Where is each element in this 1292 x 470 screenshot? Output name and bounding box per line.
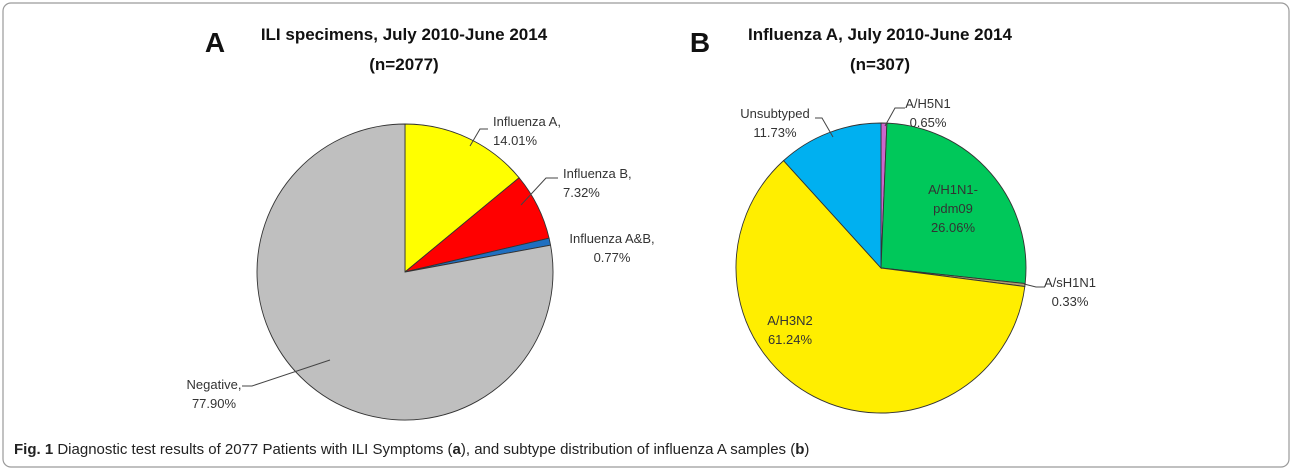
- pie-slice: [256, 123, 554, 421]
- slice-value: 7.32%: [563, 185, 600, 200]
- caption: Fig. 1 Diagnostic test results of 2077 P…: [14, 441, 809, 458]
- slice-category: A/H3N2: [767, 313, 813, 328]
- caption-text: ): [804, 441, 810, 458]
- slice-value: 14.01%: [493, 133, 538, 148]
- slice-label: Unsubtyped 11.73%: [735, 104, 815, 142]
- panel-letter: A: [205, 27, 225, 58]
- slice-value: 61.24%: [767, 332, 813, 347]
- slice-label: Influenza B, 7.32%: [563, 164, 663, 202]
- caption-text: b: [795, 441, 805, 458]
- slice-category: Influenza B,: [563, 166, 632, 181]
- caption-text: ), and subtype distribution of influenza…: [460, 441, 796, 458]
- leader-line: [520, 177, 558, 206]
- leader-line: [469, 128, 488, 147]
- slice-category: Negative,: [186, 377, 242, 392]
- slice-value: 0.77%: [593, 250, 631, 265]
- panel-letter: B: [690, 27, 710, 58]
- chart-title: (n=307): [850, 55, 910, 74]
- slice-category: A/sH1N1: [1043, 275, 1097, 290]
- slice-label: A/H3N2 61.24%: [750, 311, 830, 349]
- slice-value: 77.90%: [191, 396, 237, 411]
- leader-line: [884, 107, 905, 127]
- leader-line: [1023, 283, 1045, 288]
- slice-category: Influenza A,: [493, 114, 561, 129]
- pie-slice: [782, 122, 882, 270]
- slice-label: A/H5N1 0.65%: [888, 94, 968, 132]
- slice-label: Influenza A, 14.01%: [493, 112, 593, 150]
- slice-category: Unsubtyped: [740, 106, 810, 121]
- pie-slice: [735, 159, 1026, 414]
- chart-title: (n=2077): [369, 55, 438, 74]
- slice-value: 26.06%: [930, 220, 976, 235]
- slice-value: 0.65%: [909, 115, 947, 130]
- pie-slice: [404, 123, 520, 273]
- pie-slice: [880, 122, 1027, 285]
- chart-title: ILI specimens, July 2010-June 2014: [261, 25, 548, 44]
- slice-category: Influenza A&B,: [569, 231, 655, 246]
- slice-value: 0.33%: [1051, 294, 1089, 309]
- slice-label: A/sH1N1 0.33%: [1030, 273, 1110, 311]
- caption-text: Diagnostic test results of 2077 Patients…: [53, 441, 453, 458]
- leader-line: [242, 359, 331, 387]
- slice-value: 11.73%: [753, 125, 797, 140]
- leader-line: [815, 117, 834, 138]
- slice-label: Influenza A&B, 0.77%: [566, 229, 658, 267]
- slice-label: A/H1N1-pdm09 26.06%: [923, 180, 983, 237]
- caption-text: a: [452, 441, 461, 458]
- slice-category: A/H5N1: [905, 96, 951, 111]
- slice-category: A/H1N1-pdm09: [928, 182, 978, 216]
- chart-title: Influenza A, July 2010-June 2014: [748, 25, 1012, 44]
- caption-text: Fig. 1: [14, 441, 54, 458]
- slice-label: Negative, 77.90%: [174, 375, 254, 413]
